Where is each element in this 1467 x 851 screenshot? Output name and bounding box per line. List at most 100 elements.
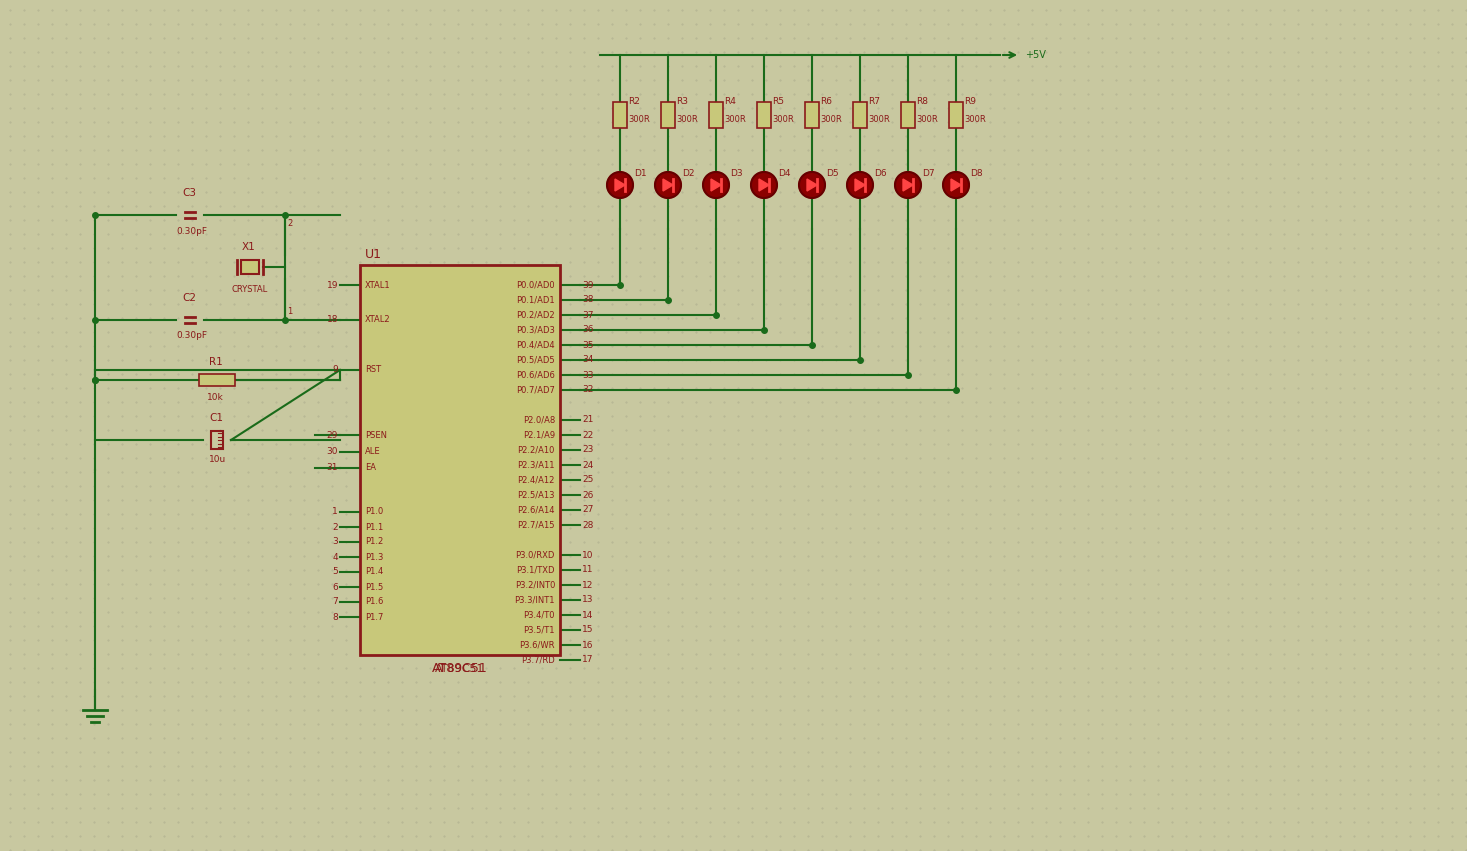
Text: P1.4: P1.4 [365,568,383,576]
Text: P2.4/A12: P2.4/A12 [518,476,555,484]
Text: 21: 21 [582,415,593,425]
Text: P0.5/AD5: P0.5/AD5 [516,356,555,364]
Text: 300R: 300R [820,115,842,123]
Circle shape [943,172,970,198]
Circle shape [703,172,729,198]
Bar [662,102,675,128]
Text: 23: 23 [582,446,593,454]
Text: P3.2/INT0: P3.2/INT0 [515,580,555,590]
Text: 1: 1 [288,307,292,317]
Text: P2.3/A11: P2.3/A11 [518,460,555,470]
Circle shape [800,172,824,198]
Text: D5: D5 [826,168,839,178]
Text: R3: R3 [676,96,688,106]
Bar [241,260,260,274]
Text: 5: 5 [332,568,337,576]
Text: R7: R7 [868,96,880,106]
Text: P3.3/INT1: P3.3/INT1 [515,596,555,604]
Text: 35: 35 [582,340,594,350]
Text: P3.1/TXD: P3.1/TXD [516,566,555,574]
Text: 300R: 300R [628,115,650,123]
Text: 37: 37 [582,311,594,319]
Text: P2.6/A14: P2.6/A14 [518,505,555,515]
Text: D6: D6 [874,168,886,178]
Text: P3.4/T0: P3.4/T0 [524,610,555,620]
Text: P1.1: P1.1 [365,523,383,532]
Text: P0.4/AD4: P0.4/AD4 [516,340,555,350]
Text: 6: 6 [332,582,337,591]
Polygon shape [904,179,912,191]
Text: +5V: +5V [1025,50,1046,60]
Text: XTAL2: XTAL2 [365,316,390,324]
Text: 4: 4 [333,552,337,562]
Text: 19: 19 [327,281,337,289]
Bar [709,102,723,128]
Text: PSEN: PSEN [365,431,387,439]
Text: 300R: 300R [725,115,745,123]
Text: 11: 11 [582,566,594,574]
Text: 17: 17 [582,655,594,665]
Bar [211,431,223,449]
Bar [805,102,819,128]
Text: 27: 27 [582,505,593,515]
Text: D7: D7 [921,168,934,178]
Bar [901,102,915,128]
Text: D8: D8 [970,168,983,178]
Text: R2: R2 [628,96,640,106]
Text: 0.30pF: 0.30pF [176,226,207,236]
Text: AT89C51: AT89C51 [436,664,484,674]
Text: P2.5/A13: P2.5/A13 [518,490,555,500]
Text: 10k: 10k [207,393,224,403]
Text: 7: 7 [332,597,337,607]
Circle shape [654,172,681,198]
Text: 300R: 300R [676,115,698,123]
Text: X1: X1 [242,242,255,252]
Text: 2: 2 [288,219,292,227]
Text: AT89C51: AT89C51 [433,662,489,676]
Text: P0.1/AD1: P0.1/AD1 [516,295,555,305]
Text: 14: 14 [582,610,593,620]
Text: P2.2/A10: P2.2/A10 [518,446,555,454]
Text: 0.30pF: 0.30pF [176,332,207,340]
Text: P0.7/AD7: P0.7/AD7 [516,386,555,395]
Bar [200,374,235,386]
Text: P3.6/WR: P3.6/WR [519,641,555,649]
Text: P1.0: P1.0 [365,507,383,517]
Text: ALE: ALE [365,448,380,456]
Text: 300R: 300R [964,115,986,123]
Circle shape [895,172,921,198]
Text: 2: 2 [333,523,337,532]
Text: 33: 33 [582,370,594,380]
Text: P0.3/AD3: P0.3/AD3 [516,325,555,334]
Text: 3: 3 [332,538,337,546]
Text: 32: 32 [582,386,593,395]
Text: 300R: 300R [772,115,794,123]
Text: U1: U1 [365,248,381,261]
Text: D3: D3 [731,168,742,178]
Polygon shape [758,179,769,191]
Text: 28: 28 [582,521,593,529]
Text: P1.6: P1.6 [365,597,383,607]
Bar [949,102,962,128]
Text: P2.0/A8: P2.0/A8 [522,415,555,425]
Text: R1: R1 [208,357,223,367]
Text: P0.0/AD0: P0.0/AD0 [516,281,555,289]
Polygon shape [663,179,673,191]
Polygon shape [855,179,866,191]
Circle shape [607,172,632,198]
Polygon shape [615,179,625,191]
Text: 22: 22 [582,431,593,439]
Text: 26: 26 [582,490,593,500]
Text: D4: D4 [778,168,791,178]
Text: 18: 18 [327,316,337,324]
Text: 13: 13 [582,596,594,604]
Bar [757,102,772,128]
Text: 12: 12 [582,580,593,590]
Text: 9: 9 [332,365,337,374]
Text: 34: 34 [582,356,593,364]
Text: 1: 1 [332,507,337,517]
Text: C2: C2 [182,293,197,303]
Polygon shape [807,179,817,191]
Text: 300R: 300R [868,115,890,123]
Circle shape [846,172,873,198]
